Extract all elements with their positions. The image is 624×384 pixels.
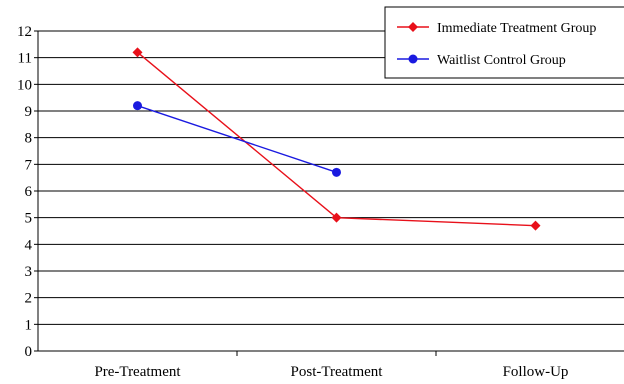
y-tick-label: 12 xyxy=(17,24,32,40)
y-tick-label: 9 xyxy=(25,104,33,120)
legend-label: Immediate Treatment Group xyxy=(437,21,596,36)
legend-entry: Waitlist Control Group xyxy=(397,53,566,68)
y-tick-label: 2 xyxy=(25,291,33,307)
legend-marker xyxy=(408,22,418,32)
y-tick-label: 3 xyxy=(25,264,33,280)
data-point xyxy=(332,167,341,177)
y-tick-label: 7 xyxy=(25,157,33,173)
legend-box xyxy=(384,6,624,79)
data-point xyxy=(132,47,143,58)
legend-marker xyxy=(408,54,418,64)
series-group xyxy=(132,47,541,231)
y-tick-label: 0 xyxy=(25,344,33,360)
data-point xyxy=(133,101,142,111)
y-tick-label: 10 xyxy=(17,77,32,93)
series-2 xyxy=(133,101,341,177)
series-line xyxy=(137,105,337,173)
x-tick-label: Post-Treatment xyxy=(291,364,384,380)
x-tick-label: Pre-Treatment xyxy=(94,364,181,380)
y-tick-label: 4 xyxy=(25,237,33,253)
data-point xyxy=(530,220,541,231)
y-tick-label: 11 xyxy=(18,51,32,67)
data-point xyxy=(331,212,342,223)
legend-label: Waitlist Control Group xyxy=(437,53,566,68)
legend: Immediate Treatment Group Waitlist Contro… xyxy=(384,6,624,79)
y-tick-label: 5 xyxy=(25,211,33,227)
series-1 xyxy=(132,47,541,231)
x-tick-label: Follow-Up xyxy=(503,364,569,380)
y-tick-label: 6 xyxy=(25,184,33,200)
x-axis-ticks: Pre-Treatment Post-Treatment Follow-Up xyxy=(94,351,568,380)
legend-entry: Immediate Treatment Group xyxy=(397,21,596,36)
y-tick-label: 8 xyxy=(25,131,33,147)
y-tick-label: 1 xyxy=(25,317,33,333)
